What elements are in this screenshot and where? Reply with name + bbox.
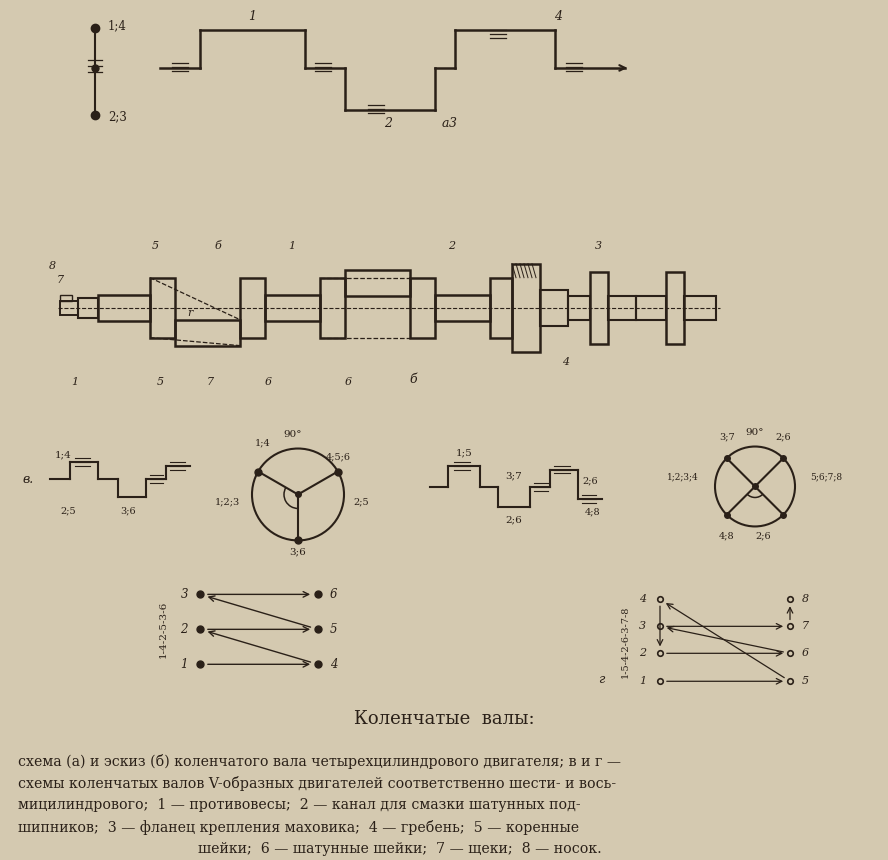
Text: 5;6;7;8: 5;6;7;8	[810, 472, 842, 481]
Bar	[60, 295, 72, 301]
Text: б: б	[215, 241, 221, 251]
Text: 7: 7	[802, 621, 809, 631]
Text: 2: 2	[448, 241, 456, 251]
Text: 2: 2	[384, 117, 392, 131]
Text: 4: 4	[638, 594, 646, 605]
Text: 3: 3	[594, 241, 601, 251]
Bar	[608, 296, 636, 320]
Text: 3;7: 3;7	[719, 432, 735, 441]
Text: 1;5: 1;5	[456, 448, 472, 457]
Text: 1: 1	[71, 377, 78, 387]
Text: г: г	[598, 673, 605, 685]
Text: шейки;  6 — шатунные шейки;  7 — щеки;  8 — носок.: шейки; 6 — шатунные шейки; 7 — щеки; 8 —…	[198, 842, 602, 856]
Text: мицилиндрового;  1 — противовесы;  2 — канал для смазки шатунных под-: мицилиндрового; 1 — противовесы; 2 — кан…	[18, 798, 581, 812]
Text: 2: 2	[180, 623, 188, 636]
Text: 8: 8	[49, 261, 56, 271]
Bar	[240, 278, 265, 338]
Text: 6: 6	[265, 377, 272, 387]
Text: 3;7: 3;7	[505, 471, 522, 480]
Bar	[265, 295, 320, 321]
Text: 1;4: 1;4	[55, 450, 72, 459]
Text: 1: 1	[248, 10, 256, 23]
Bar	[512, 264, 540, 352]
Bar	[410, 278, 435, 338]
Text: 90°: 90°	[746, 428, 765, 437]
Text: 1-5-4-2-6-3-7-8: 1-5-4-2-6-3-7-8	[621, 605, 630, 678]
Text: схемы коленчатых валов V-образных двигателей соответственно шести- и вось-: схемы коленчатых валов V-образных двигат…	[18, 777, 616, 791]
Text: 6: 6	[802, 648, 809, 658]
Text: 2;5: 2;5	[353, 498, 369, 507]
Bar	[175, 320, 240, 346]
Text: шипников;  3 — фланец крепления маховика;  4 — гребень;  5 — коренные: шипников; 3 — фланец крепления маховика;…	[18, 820, 579, 835]
Text: 1;2;3: 1;2;3	[215, 498, 240, 507]
Text: 1;4: 1;4	[108, 20, 127, 33]
Text: Коленчатые  валы:: Коленчатые валы:	[353, 710, 535, 728]
Bar	[590, 272, 608, 344]
Text: 4;5;6: 4;5;6	[326, 452, 351, 461]
Text: 4;8: 4;8	[719, 532, 734, 541]
Bar	[540, 290, 568, 326]
Text: r: r	[187, 308, 193, 317]
Text: 2;5: 2;5	[60, 507, 75, 516]
Bar	[568, 296, 590, 320]
Text: 4: 4	[562, 357, 569, 366]
Text: 3: 3	[449, 117, 457, 131]
Bar	[98, 295, 150, 321]
Text: 2;3: 2;3	[108, 110, 127, 123]
Text: 90°: 90°	[284, 430, 302, 439]
Text: 5: 5	[156, 377, 163, 387]
Text: схема (а) и эскиз (б) коленчатого вала четырехцилиндрового двигателя; в и г —: схема (а) и эскиз (б) коленчатого вала ч…	[18, 754, 621, 769]
Bar	[490, 278, 512, 338]
Text: 6: 6	[345, 377, 352, 387]
Text: 1;4: 1;4	[255, 438, 271, 447]
Text: 1: 1	[180, 658, 188, 671]
Text: 4;8: 4;8	[585, 508, 600, 517]
Text: 8: 8	[802, 594, 809, 605]
Text: 6: 6	[330, 588, 337, 601]
Text: 5: 5	[330, 623, 337, 636]
Bar	[435, 295, 490, 321]
Bar	[636, 296, 666, 320]
Text: 3: 3	[638, 621, 646, 631]
Text: 2;6: 2;6	[775, 432, 791, 441]
Text: б: б	[409, 373, 416, 386]
Bar	[150, 278, 175, 338]
Text: в.: в.	[22, 473, 33, 486]
Text: 2;6: 2;6	[582, 476, 598, 485]
Text: 5: 5	[802, 676, 809, 686]
Text: 3;6: 3;6	[120, 507, 136, 516]
Bar	[320, 278, 345, 338]
Text: 1;2;3;4: 1;2;3;4	[667, 472, 699, 481]
Text: 2;6: 2;6	[755, 532, 771, 541]
Bar	[345, 270, 410, 296]
Text: 2;6: 2;6	[505, 516, 522, 525]
Text: 2: 2	[638, 648, 646, 658]
Text: 7: 7	[206, 377, 213, 387]
Bar	[60, 301, 78, 315]
Text: 1-4-2-5-3-6: 1-4-2-5-3-6	[158, 600, 168, 658]
Text: 3;6: 3;6	[289, 548, 306, 557]
Text: 3: 3	[180, 588, 188, 601]
Text: 1: 1	[289, 241, 296, 251]
Text: 7: 7	[57, 274, 64, 285]
Text: 4: 4	[330, 658, 337, 671]
Bar	[684, 296, 716, 320]
Bar	[666, 272, 684, 344]
Text: 4: 4	[554, 10, 562, 23]
Text: 1: 1	[638, 676, 646, 686]
Bar	[78, 298, 98, 317]
Text: а: а	[441, 117, 448, 131]
Text: 5: 5	[152, 241, 159, 251]
